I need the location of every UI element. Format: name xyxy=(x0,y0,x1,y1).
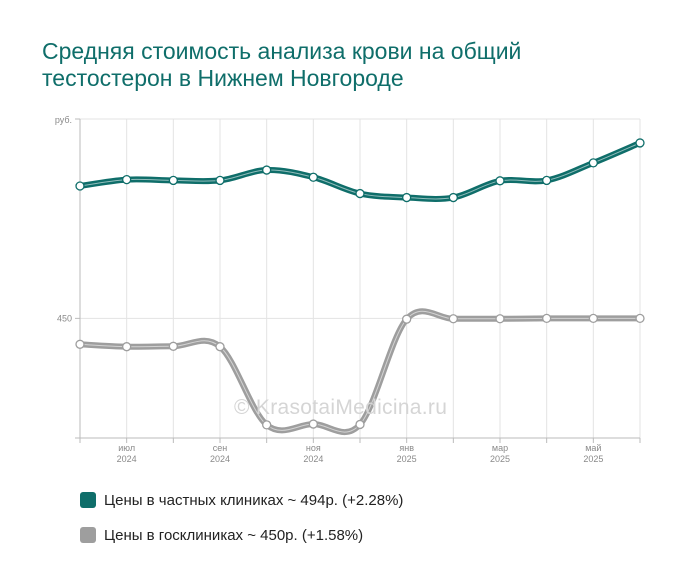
data-point-public xyxy=(215,342,225,352)
legend-item-private[interactable]: Цены в частных клиниках ~ 494р. (+2.28%) xyxy=(80,488,403,512)
data-point-public xyxy=(495,314,505,324)
y-tick-label: 450 xyxy=(57,313,72,323)
legend-swatch-private xyxy=(80,492,96,508)
legend-swatch-public xyxy=(80,527,96,543)
x-tick-label-month: ноя xyxy=(306,443,321,453)
x-tick-label-month: мар xyxy=(492,443,508,453)
data-point-public xyxy=(402,314,412,324)
x-tick-label-month: июл xyxy=(118,443,135,453)
watermark: © KrasotaiMedicina.ru xyxy=(234,396,448,419)
data-point-public xyxy=(168,341,178,351)
x-tick-label-month: май xyxy=(585,443,601,453)
data-point-private xyxy=(75,181,85,191)
data-point-public xyxy=(308,419,318,429)
data-point-public xyxy=(262,420,272,430)
x-tick-label-month: янв xyxy=(399,443,414,453)
data-point-private xyxy=(122,174,132,185)
data-point-public xyxy=(542,313,552,324)
chart-title: Средняя стоимость анализа крови на общий… xyxy=(42,38,662,92)
chart-legend: Цены в частных клиниках ~ 494р. (+2.28%)… xyxy=(80,488,403,558)
x-tick-label-month: сен xyxy=(213,443,228,453)
data-point-private xyxy=(542,175,552,186)
chart-axes: руб.450июл2024сен2024ноя2024янв2025мар20… xyxy=(55,115,641,464)
x-tick-label-year: 2024 xyxy=(210,454,230,464)
data-point-public xyxy=(355,419,365,430)
legend-item-public[interactable]: Цены в госклиниках ~ 450р. (+1.58%) xyxy=(80,523,403,547)
x-tick-label-year: 2025 xyxy=(490,454,510,464)
data-point-private xyxy=(355,188,365,199)
x-tick-label-year: 2024 xyxy=(303,454,323,464)
chart-title-line-1: Средняя стоимость анализа крови на общий xyxy=(42,38,522,64)
data-point-public xyxy=(75,339,85,349)
legend-label-public: Цены в госклиниках ~ 450р. (+1.58%) xyxy=(104,526,364,544)
data-point-private xyxy=(168,175,178,186)
chart-title-line-2: тестостерон в Нижнем Новгороде xyxy=(42,65,404,91)
data-point-private xyxy=(448,192,458,203)
data-point-public xyxy=(448,314,458,324)
legend-label-private: Цены в частных клиниках ~ 494р. (+2.28%) xyxy=(104,491,404,509)
data-point-private xyxy=(262,165,272,175)
data-point-public xyxy=(635,313,645,324)
x-tick-label-year: 2024 xyxy=(117,454,137,464)
data-point-public xyxy=(122,342,132,352)
data-point-private xyxy=(308,172,318,182)
data-point-private xyxy=(588,158,598,168)
y-axis-unit-label: руб. xyxy=(55,115,72,125)
chart-points xyxy=(75,138,645,430)
x-tick-label-year: 2025 xyxy=(397,454,417,464)
data-point-private xyxy=(402,192,412,203)
data-point-public xyxy=(588,313,598,324)
data-point-private xyxy=(635,138,645,148)
x-tick-label-year: 2025 xyxy=(583,454,603,464)
data-point-private xyxy=(495,176,505,186)
chart-grid xyxy=(79,118,641,438)
data-point-private xyxy=(215,175,225,186)
